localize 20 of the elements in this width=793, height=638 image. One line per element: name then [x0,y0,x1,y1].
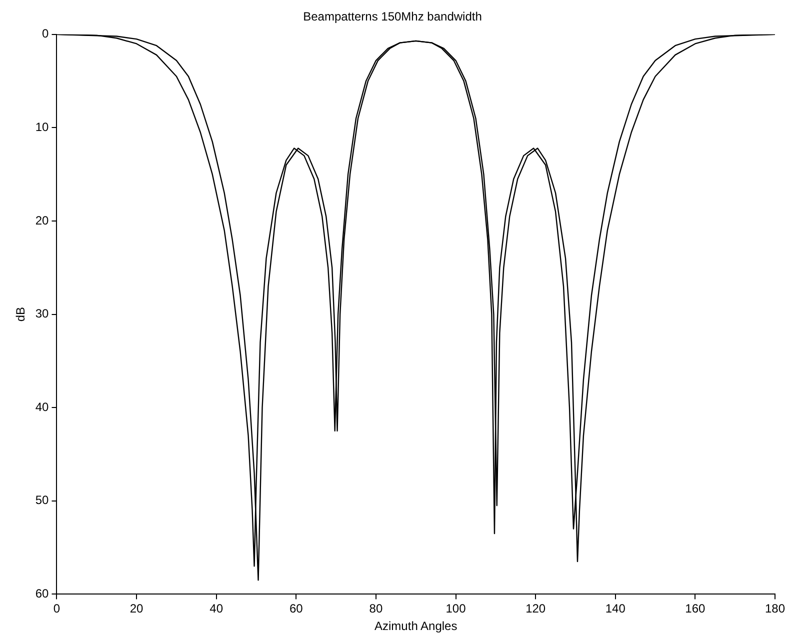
y-tick-label: 20 [35,213,50,228]
x-tick-label: 160 [685,602,706,616]
y-tick-label: 30 [35,306,50,321]
x-tick-label: 80 [369,602,383,616]
y-tick-label: 60 [35,586,50,601]
x-axis-title: Azimuth Angles [374,619,458,634]
x-tick-label: 20 [130,602,144,616]
x-tick-label: 180 [764,602,786,616]
y-tick-label: 0 [42,26,50,41]
y-tick-label: 10 [35,120,50,134]
x-tick-label: 140 [605,602,626,616]
y-tick-label: 40 [35,400,50,414]
x-tick-label: 40 [210,602,224,616]
chart-title: Beampatterns 150Mhz bandwidth [303,10,482,24]
x-tick-label: 120 [526,602,546,616]
x-tick-label: 0 [53,602,60,616]
x-tick-label: 100 [446,602,466,616]
y-axis-title: dB [14,306,28,322]
y-tick-label: 50 [35,493,50,508]
x-tick-label: 60 [289,602,304,616]
